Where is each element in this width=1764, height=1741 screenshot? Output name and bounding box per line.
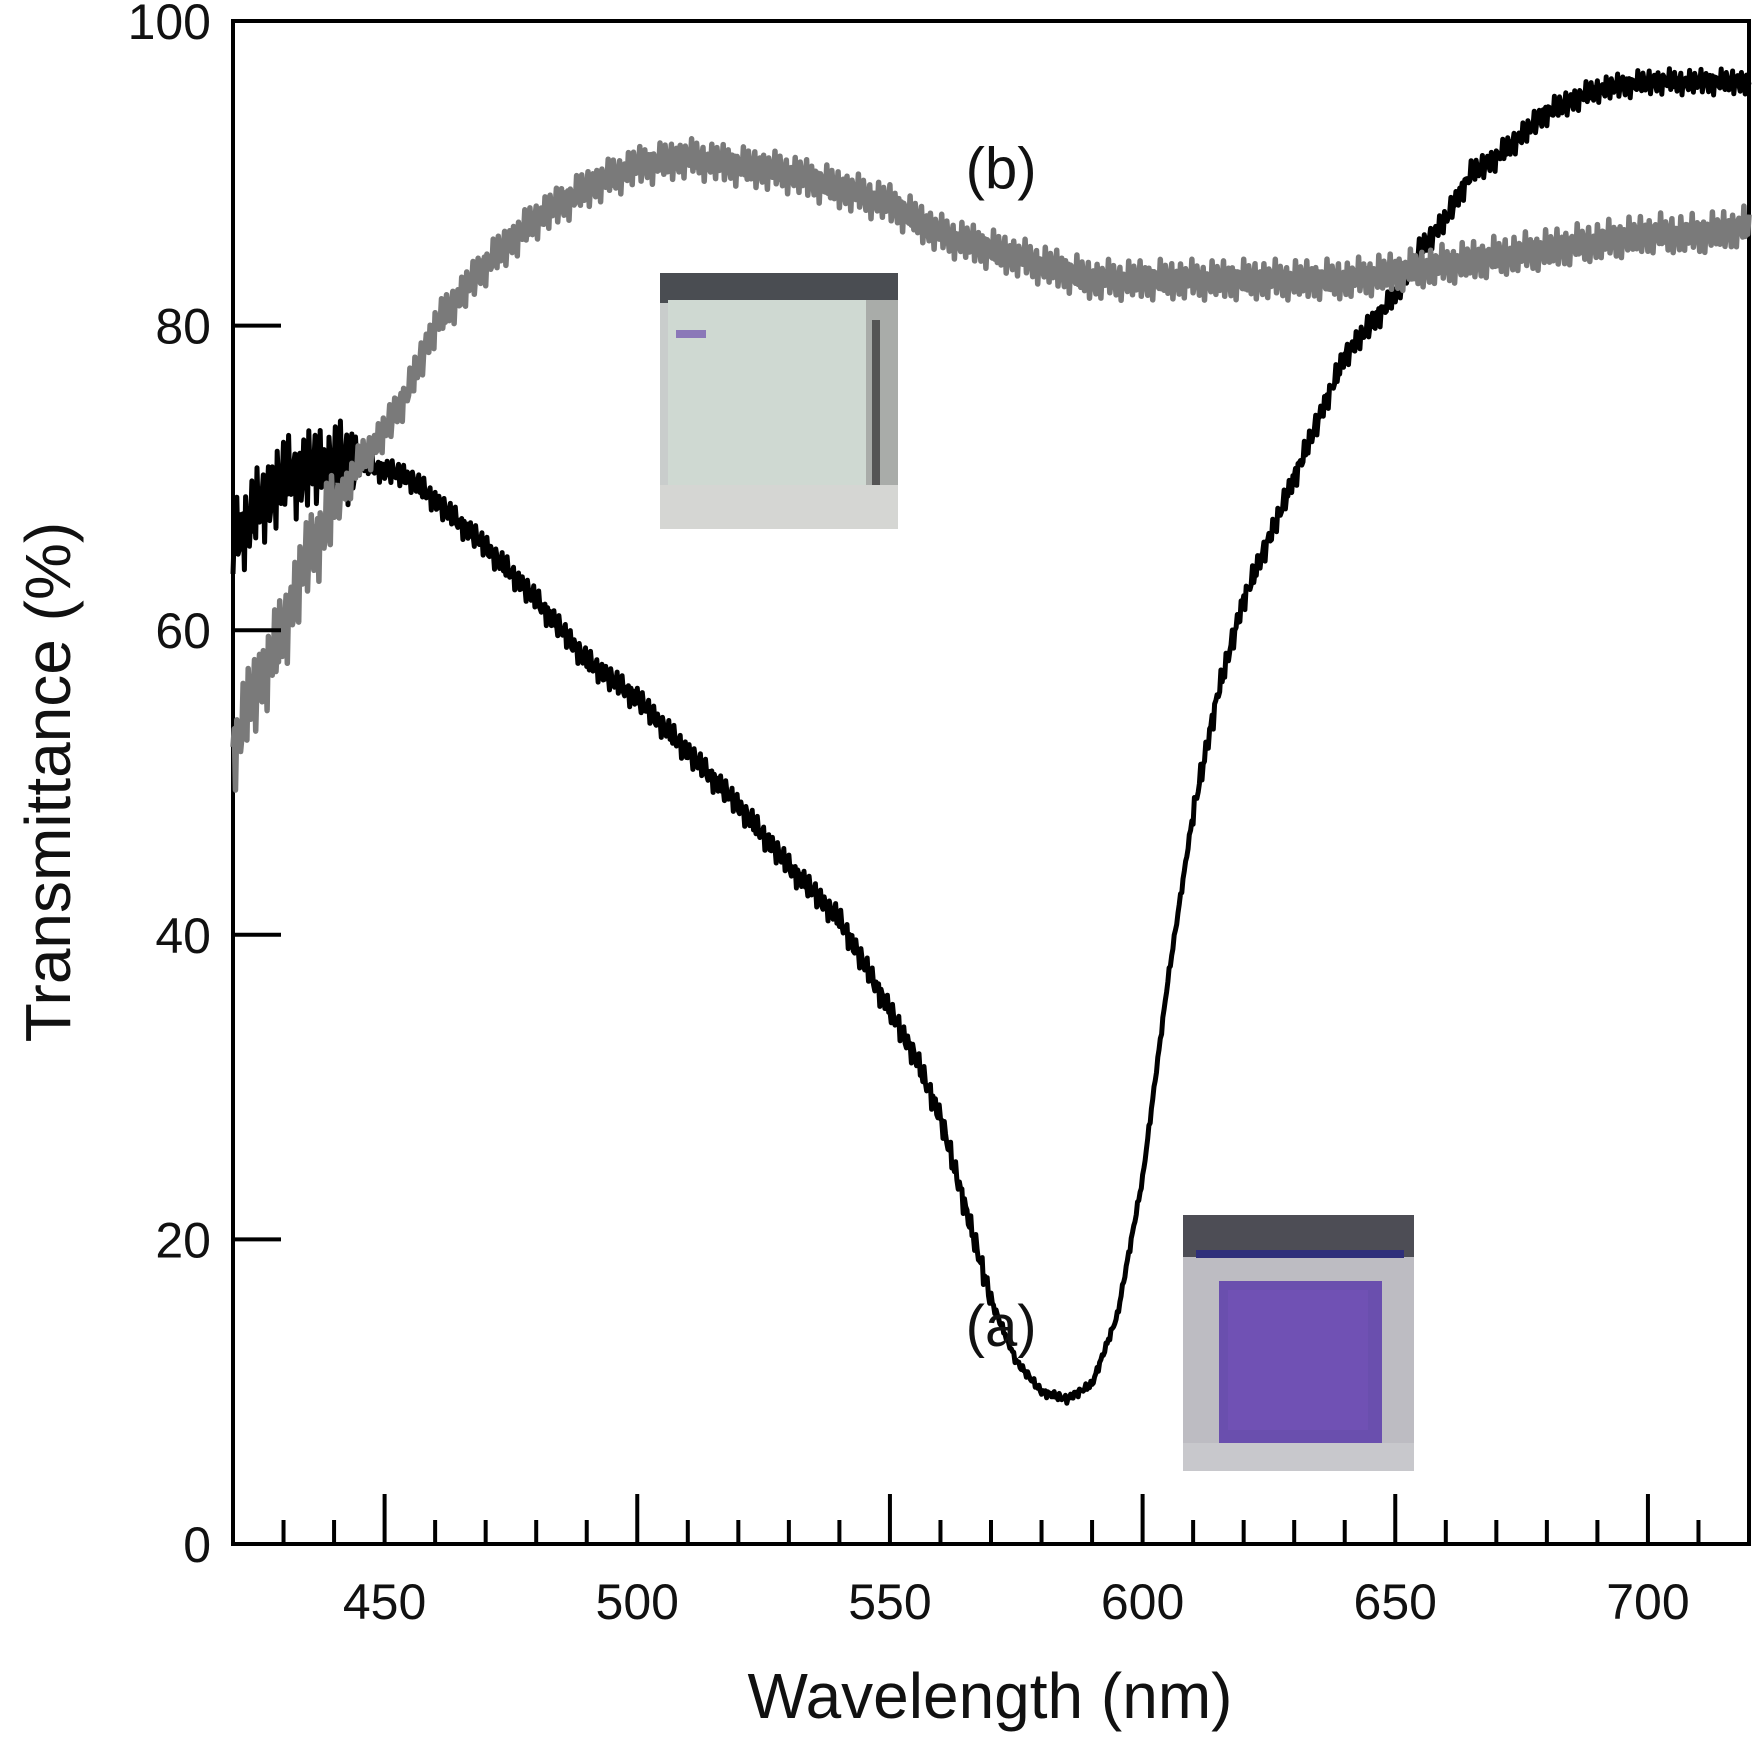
y-tick-label: 0 (183, 1517, 211, 1573)
series-b-annotation: (b) (966, 137, 1037, 202)
y-tick-label: 100 (128, 0, 211, 50)
x-axis-title: Wavelength (nm) (748, 1660, 1233, 1732)
series-line-b (230, 136, 1752, 793)
series-layer (230, 66, 1752, 1406)
inset-photo-b (660, 273, 898, 529)
y-tick-label: 80 (155, 299, 211, 355)
x-tick-label: 650 (1354, 1574, 1437, 1630)
x-tick-label: 700 (1606, 1574, 1689, 1630)
x-tick-label: 450 (343, 1574, 426, 1630)
y-axis-title: Transmittance (%) (12, 522, 84, 1042)
x-tick-label: 500 (596, 1574, 679, 1630)
y-tick-label: 60 (155, 603, 211, 659)
series-a-annotation: (a) (966, 1294, 1037, 1359)
x-tick-label: 600 (1101, 1574, 1184, 1630)
series-line-a (230, 66, 1752, 1406)
tick-layer: 450 500 550 600 650 700 0 20 40 60 80 100 (128, 0, 1701, 1630)
y-tick-label: 40 (155, 908, 211, 964)
inset-photo-a (1183, 1215, 1414, 1471)
x-tick-label: 550 (848, 1574, 931, 1630)
y-tick-label: 20 (155, 1212, 211, 1268)
